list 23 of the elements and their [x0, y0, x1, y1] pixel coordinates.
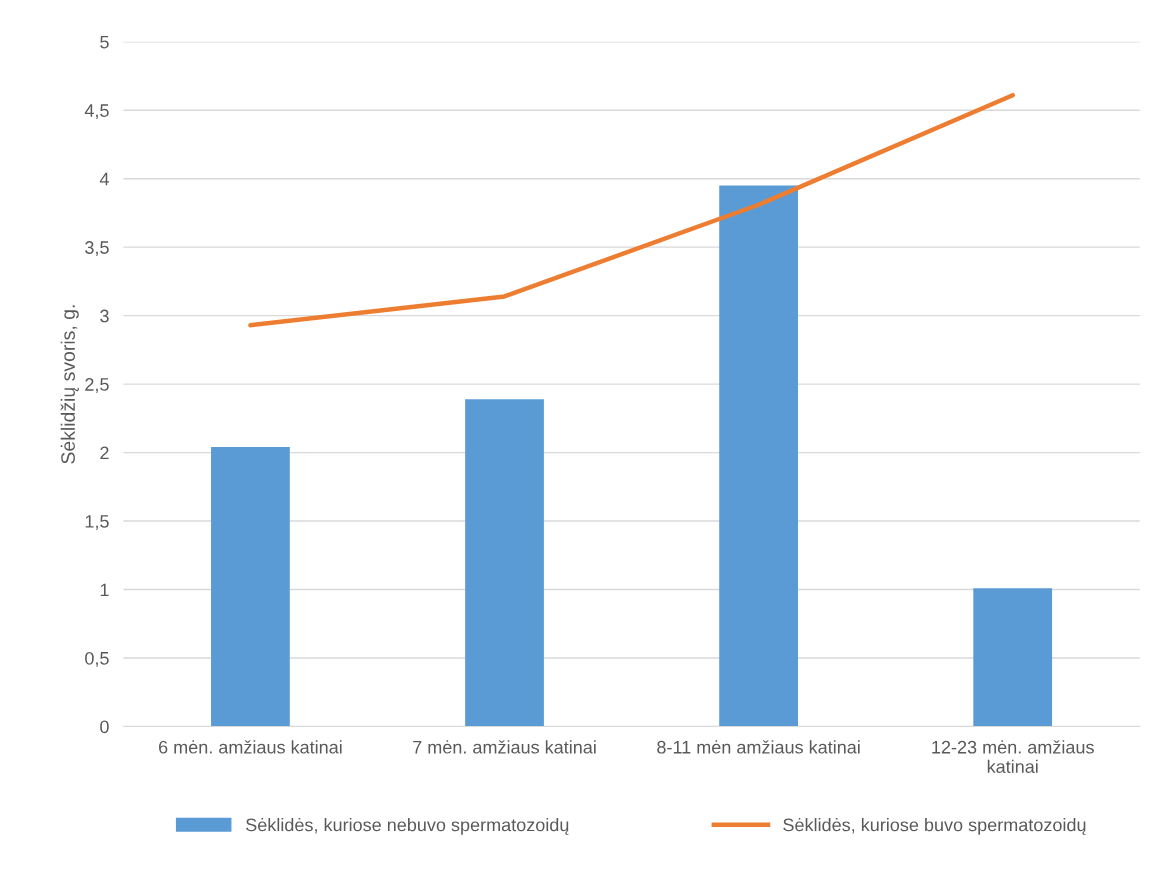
- y-tick-label: 2,5: [85, 378, 109, 393]
- y-tick-label: 4: [99, 172, 109, 186]
- bar: [211, 447, 290, 727]
- bar: [973, 588, 1053, 727]
- x-tick-label: 6 mėn. amžiaus katinai: [159, 740, 342, 754]
- x-tick-label: 12-23 mėn. amžiaus katinai: [932, 740, 1094, 774]
- y-tick-label: 1: [100, 583, 109, 597]
- legend-label: Sėklidės, kuriose nebuvo spermatozoidų: [246, 818, 569, 835]
- y-tick-label: 0,5: [85, 651, 109, 667]
- x-tick-label: 7 mėn. amžiaus katinai: [413, 740, 596, 754]
- y-tick-label: 4,5: [84, 104, 109, 120]
- x-tick-label: 8-11 mėn amžiaus katinai: [657, 740, 860, 754]
- bar: [719, 185, 798, 727]
- y-tick-label: 3: [100, 309, 109, 323]
- y-tick-label: 2: [100, 446, 109, 460]
- bar: [465, 399, 544, 727]
- y-tick-label: 1,5: [85, 515, 109, 530]
- legend-label: Sėklidės, kuriose buvo spermatozoidų: [783, 818, 1086, 835]
- line-series: [248, 92, 1015, 328]
- y-tick-label: 5: [100, 35, 109, 49]
- y-tick-label: 0: [100, 720, 109, 734]
- y-axis-title: Sėklidžių svoris, g.: [60, 305, 79, 464]
- y-tick-label: 3,5: [85, 241, 109, 257]
